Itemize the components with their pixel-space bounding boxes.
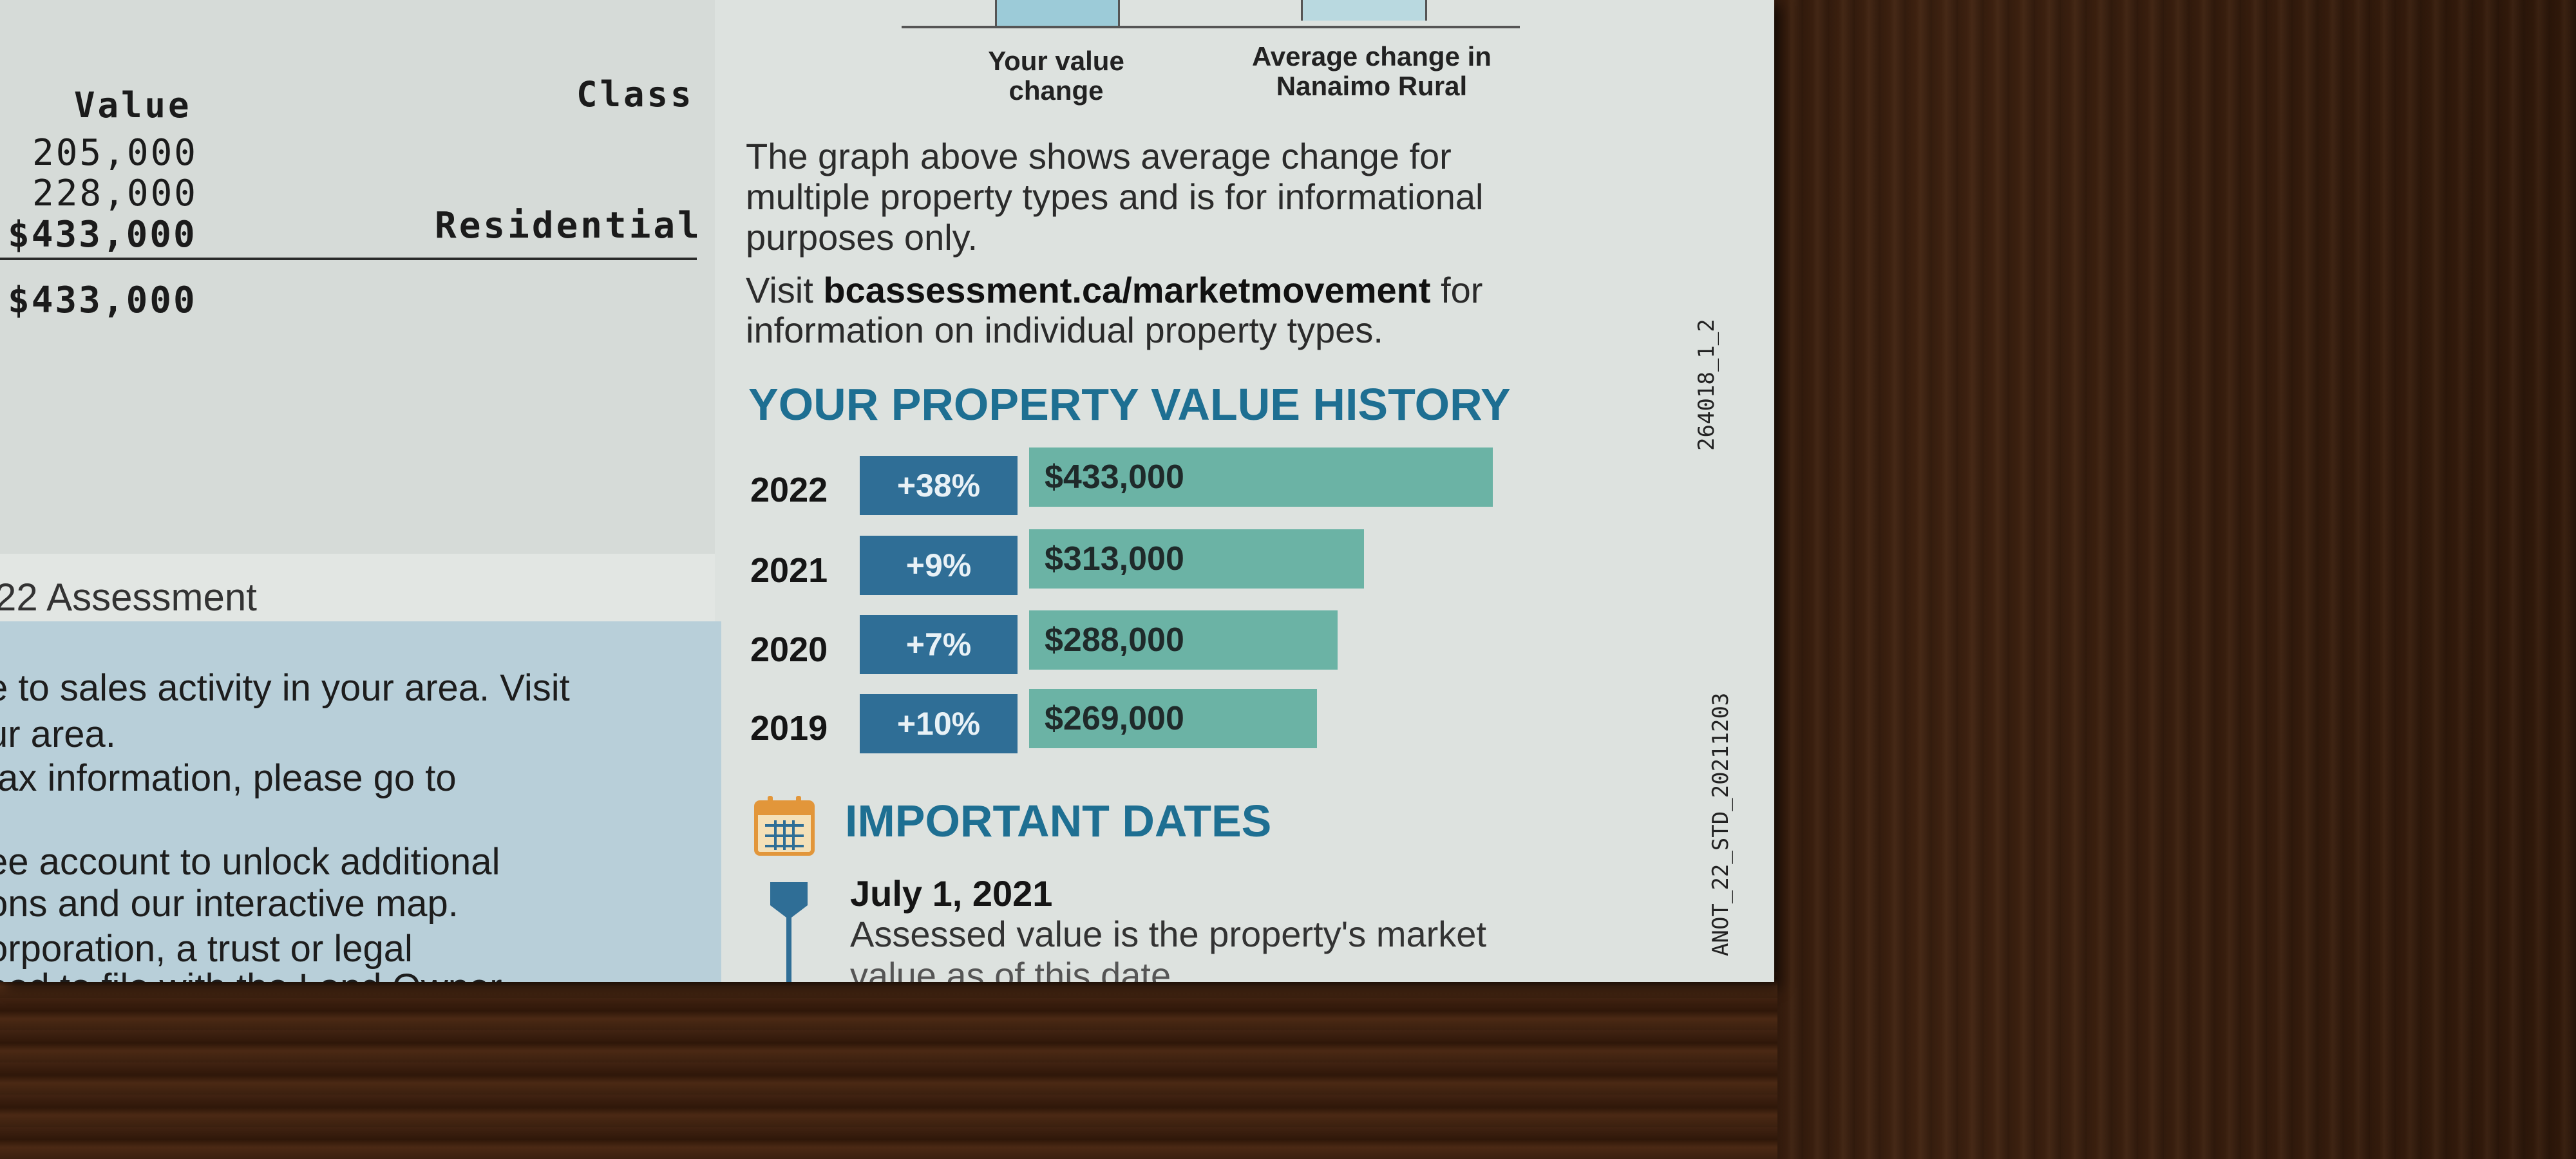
- improvements-value: 228,000: [32, 173, 198, 214]
- values-panel: [0, 0, 715, 554]
- history-year: 2020: [750, 630, 828, 669]
- history-change-badge: +10%: [860, 694, 1018, 753]
- subtotal-value: $433,000: [8, 214, 197, 256]
- visit-suffix: for: [1430, 270, 1483, 310]
- visit-prefix: Visit: [746, 270, 824, 310]
- assessment-text-line: tax information, please go to: [0, 757, 457, 799]
- history-year: 2019: [750, 709, 828, 748]
- date-entry-label: July 1, 2021: [850, 873, 1053, 914]
- land-value: 205,000: [32, 132, 198, 174]
- history-change-text: +38%: [896, 467, 981, 504]
- panel-gap: [0, 554, 715, 621]
- chart-label-line: change: [1009, 75, 1104, 106]
- info-text-line: multiple property types and is for infor…: [746, 176, 1484, 217]
- your-value-change-label: Your value change: [927, 46, 1185, 106]
- history-year: 2021: [750, 551, 828, 590]
- history-value-bar: $433,000: [1029, 448, 1493, 507]
- history-value-bar: $288,000: [1029, 610, 1338, 670]
- history-value-text: $269,000: [1045, 700, 1184, 737]
- calendar-icon: [754, 796, 815, 856]
- average-change-bar: [1301, 0, 1427, 21]
- market-movement-link[interactable]: bcassessment.ca/marketmovement: [823, 270, 1431, 310]
- history-title: YOUR PROPERTY VALUE HISTORY: [748, 379, 1511, 429]
- assessment-text-line: ons and our interactive map.: [0, 883, 459, 925]
- history-value-text: $288,000: [1045, 621, 1184, 659]
- history-change-badge: +7%: [860, 615, 1018, 674]
- assessment-text-line: eed to file with the Land Owner: [0, 966, 502, 982]
- document-code: ANOT_22_STD_20211203: [1708, 692, 1734, 956]
- chart-label-line: Your value: [988, 46, 1124, 76]
- history-change-badge: +9%: [860, 536, 1018, 595]
- info-text-line: purposes only.: [746, 217, 978, 258]
- history-change-badge: +38%: [860, 456, 1018, 515]
- property-class: Residential: [435, 205, 702, 247]
- value-column-header: Value: [74, 85, 192, 126]
- total-divider: [0, 258, 697, 260]
- history-change-text: +9%: [905, 547, 972, 583]
- visit-text-line: Visit bcassessment.ca/marketmovement for: [746, 269, 1482, 311]
- timeline-marker-icon: [770, 882, 808, 982]
- history-change-text: +10%: [896, 706, 981, 742]
- info-text-line: The graph above shows average change for: [746, 136, 1452, 176]
- assessment-text-line: ur area.: [0, 713, 116, 755]
- your-value-change-bar: [995, 0, 1120, 26]
- date-entry-description: value as of this date: [850, 955, 1171, 982]
- history-value-text: $433,000: [1045, 458, 1184, 496]
- chart-label-line: Nanaimo Rural: [1276, 71, 1468, 101]
- important-dates-title: IMPORTANT DATES: [845, 796, 1272, 846]
- assessment-text-line: orporation, a trust or legal: [0, 928, 413, 970]
- date-entry-description: Assessed value is the property's market: [850, 914, 1487, 954]
- history-change-text: +7%: [905, 627, 972, 663]
- average-change-label: Average change in Nanaimo Rural: [1211, 42, 1533, 101]
- assessment-notice-paper: Value Class 205,000 228,000 $433,000 Res…: [0, 0, 1774, 982]
- history-value-bar: $313,000: [1029, 529, 1364, 589]
- total-value: $433,000: [8, 279, 197, 321]
- history-value-bar: $269,000: [1029, 689, 1317, 748]
- assessment-info-panel: [0, 621, 721, 982]
- class-column-header: Class: [576, 74, 694, 115]
- assessment-text-line: e to sales activity in your area. Visit: [0, 667, 570, 709]
- document-code: 264018_1_2: [1694, 319, 1719, 451]
- assessment-heading: 22 Assessment: [0, 576, 257, 619]
- history-year: 2022: [750, 471, 828, 509]
- history-value-text: $313,000: [1045, 540, 1184, 578]
- wood-table-bottom: [0, 972, 1777, 1159]
- chart-baseline: [902, 26, 1520, 28]
- chart-label-line: Average change in: [1252, 41, 1492, 71]
- info-text-line: information on individual property types…: [746, 310, 1383, 350]
- assessment-text-line: ee account to unlock additional: [0, 841, 500, 883]
